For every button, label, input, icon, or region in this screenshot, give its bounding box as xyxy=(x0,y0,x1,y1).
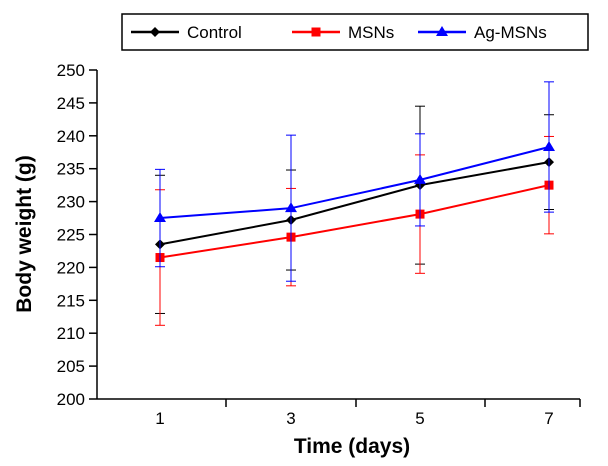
legend-item: Control xyxy=(131,23,242,42)
data-point xyxy=(414,173,426,184)
series-msns xyxy=(155,135,554,326)
y-tick-label: 230 xyxy=(57,193,85,212)
x-tick-label: 7 xyxy=(544,409,553,428)
y-tick-label: 215 xyxy=(57,291,85,310)
legend-item: Ag-MSNs xyxy=(418,23,547,42)
legend-label: Control xyxy=(187,23,242,42)
y-tick-label: 250 xyxy=(57,61,85,80)
x-tick-label: 1 xyxy=(155,409,164,428)
y-tick-label: 220 xyxy=(57,258,85,277)
x-tick-label: 3 xyxy=(286,409,295,428)
legend-item: MSNs xyxy=(292,23,394,42)
legend-marker xyxy=(150,27,160,37)
legend-label: MSNs xyxy=(348,23,394,42)
data-point xyxy=(154,212,166,223)
data-point xyxy=(543,140,555,151)
data-point xyxy=(285,202,297,213)
legend-marker xyxy=(436,26,448,36)
plot-area xyxy=(154,81,555,326)
series-line xyxy=(159,184,550,259)
x-tick-label: 5 xyxy=(415,409,424,428)
series-control xyxy=(155,105,554,314)
y-tick-label: 200 xyxy=(57,390,85,409)
y-tick-label: 205 xyxy=(57,357,85,376)
series-ag-msns xyxy=(154,81,555,282)
y-tick-label: 240 xyxy=(57,127,85,146)
y-tick-label: 235 xyxy=(57,160,85,179)
y-tick-label: 225 xyxy=(57,226,85,245)
axes: 200 205 210 215 220 225 230 235 240 245 250 1 3 5 7 xyxy=(57,61,581,428)
y-tick-label: 245 xyxy=(57,94,85,113)
legend: Control MSNs Ag-MSNs xyxy=(121,13,589,51)
y-axis-title: Body weight (g) xyxy=(13,155,36,312)
legend-marker xyxy=(311,27,321,37)
legend-box xyxy=(121,13,589,51)
x-axis-title: Time (days) xyxy=(294,435,410,458)
series-line xyxy=(159,161,550,246)
series-line xyxy=(159,146,550,220)
y-tick-label: 210 xyxy=(57,324,85,343)
legend-label: Ag-MSNs xyxy=(474,23,547,42)
